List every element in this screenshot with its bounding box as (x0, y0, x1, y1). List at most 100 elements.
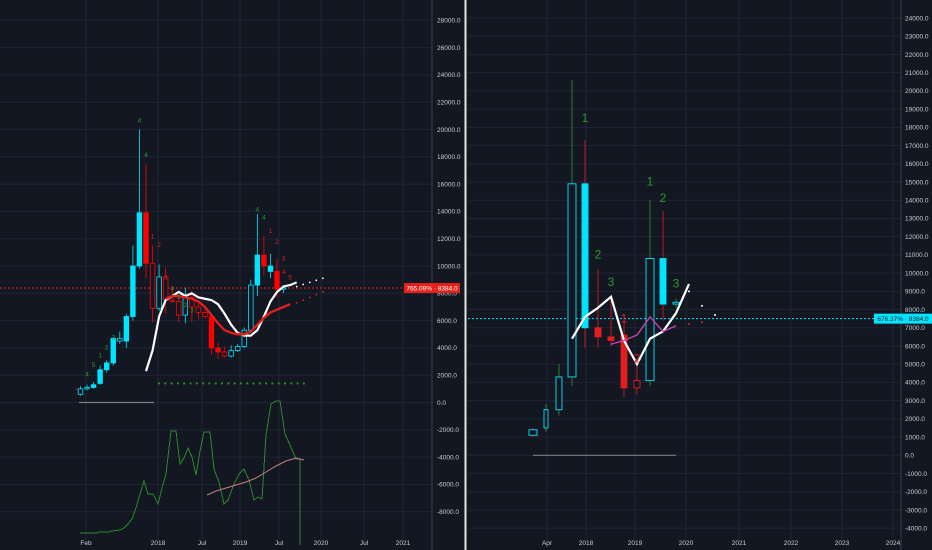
candle (620, 334, 628, 389)
signal-dot (214, 382, 217, 385)
projection-dot (295, 301, 298, 304)
y-tick-label: -4000.0 (437, 454, 459, 461)
candle (555, 376, 563, 411)
y-tick-label: 24000.0 (905, 15, 929, 22)
x-tick-label: 2019 (628, 540, 643, 547)
y-tick-label: 11000.0 (905, 252, 928, 259)
y-tick-label: 6000.0 (905, 343, 925, 350)
y-tick-label: 28000.0 (437, 18, 461, 25)
y-tick-label: 26000.0 (437, 45, 461, 52)
candle (215, 347, 221, 353)
candle (234, 346, 241, 352)
candle (228, 350, 234, 357)
candle (672, 301, 680, 305)
y-tick-label: 14000.0 (437, 209, 461, 216)
count-label: 5 (288, 275, 292, 282)
y-tick-label: 5000.0 (905, 362, 925, 369)
signal-dot (284, 382, 286, 385)
candle (130, 265, 136, 317)
candle (149, 262, 156, 309)
projection-dot (308, 296, 311, 299)
price-label-box (404, 283, 460, 294)
y-tick-label: 10000.0 (905, 270, 929, 277)
x-tick-label: Jul (198, 540, 207, 547)
signal-dot (195, 382, 198, 385)
x-tick-label: 2024 (886, 540, 901, 547)
x-tick-label: 2020 (314, 540, 329, 547)
y-tick-label: -4000.0 (905, 525, 927, 532)
pink-moving-average (610, 315, 677, 345)
candle (110, 337, 116, 364)
projection-dot (321, 277, 324, 280)
y-tick-label: 2000.0 (437, 373, 457, 380)
y-tick-label: 14000.0 (905, 198, 929, 205)
candle (123, 316, 130, 342)
y-tick-label: -8000.0 (437, 509, 459, 516)
x-tick-label: 2018 (151, 540, 166, 547)
y-tick-label: 3000.0 (905, 398, 925, 405)
projection-dot (308, 281, 311, 284)
count-label: 1 (151, 234, 155, 241)
count-label: 3 (190, 307, 194, 314)
candle (241, 329, 247, 347)
y-tick-label: 22000.0 (905, 52, 929, 59)
price-label-box (874, 313, 932, 324)
signal-dot (183, 382, 186, 385)
y-tick-label: 12000.0 (437, 236, 461, 243)
candle (90, 384, 97, 388)
candle (567, 183, 577, 378)
y-tick-label: 18000.0 (437, 154, 461, 161)
count-label: 3 (111, 335, 115, 342)
y-tick-label: 9000.0 (905, 289, 925, 296)
candle (607, 336, 615, 341)
y-tick-label: 18000.0 (905, 125, 929, 132)
candle (248, 284, 254, 331)
y-tick-label: -3000.0 (905, 507, 927, 514)
candle (97, 369, 103, 384)
signal-dot (258, 382, 261, 385)
candle (104, 362, 110, 371)
price-label: 765.09% · 8384.0 (406, 286, 458, 293)
count-label: 3 (673, 277, 680, 291)
y-tick-label: 17000.0 (905, 143, 929, 150)
signal-dot (290, 382, 293, 385)
candle (221, 351, 228, 357)
candle (208, 316, 215, 349)
y-tick-label: 15000.0 (905, 179, 929, 186)
candle (261, 254, 267, 267)
x-tick-label: Jul (360, 540, 369, 547)
count-label: 4 (170, 286, 174, 293)
count-label: 2 (660, 191, 667, 205)
candle (543, 409, 549, 429)
signal-dot (227, 382, 230, 385)
y-tick-label: 13000.0 (905, 216, 929, 223)
count-label: 1 (582, 111, 589, 125)
y-tick-label: 10000.0 (437, 263, 461, 270)
y-tick-label: 24000.0 (437, 72, 461, 79)
y-tick-label: 8000.0 (437, 291, 457, 298)
cross-marker: + (75, 386, 79, 393)
count-label: 2 (634, 351, 641, 365)
count-label: 1 (647, 175, 654, 189)
count-label: 4 (282, 269, 286, 276)
candle (136, 212, 143, 267)
signal-dot (233, 382, 236, 385)
x-tick-label: Feb (80, 540, 92, 547)
candle (84, 387, 90, 390)
candle (169, 299, 175, 302)
signal-dot (189, 382, 192, 385)
count-label: 2 (157, 242, 161, 249)
count-label: 1 (98, 352, 102, 359)
y-tick-label: 0.0 (437, 400, 446, 407)
projection-dot (295, 285, 298, 288)
y-tick-label: 21000.0 (905, 70, 929, 77)
signal-dot (277, 382, 280, 385)
y-tick-label: 16000.0 (905, 161, 929, 168)
projection-dot (302, 299, 305, 302)
candle (581, 183, 589, 329)
y-tick-label: 1000.0 (905, 434, 925, 441)
y-tick-label: 8000.0 (905, 307, 925, 314)
x-tick-label: 2020 (679, 540, 694, 547)
signal-dot (176, 382, 179, 385)
x-tick-label: 2023 (835, 540, 850, 547)
